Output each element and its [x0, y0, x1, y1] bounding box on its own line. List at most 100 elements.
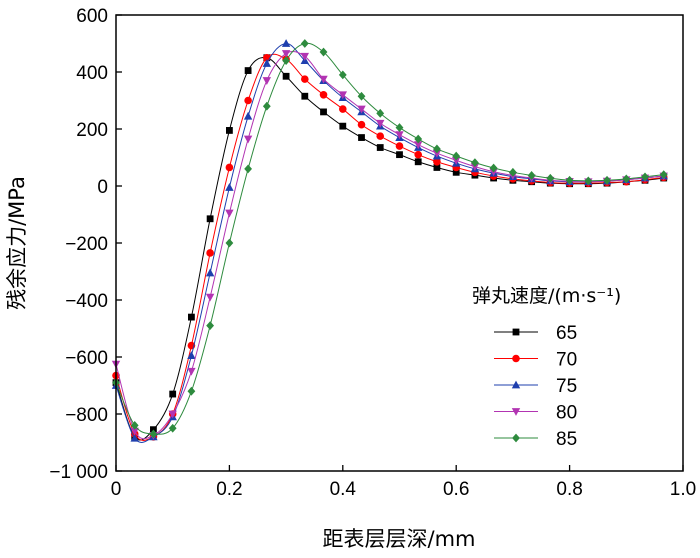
data-point — [301, 92, 309, 100]
data-point — [452, 156, 461, 165]
data-point — [622, 174, 631, 184]
data-point — [452, 151, 461, 161]
data-point — [414, 158, 422, 166]
data-point — [281, 50, 291, 58]
series-line — [115, 53, 664, 441]
data-point — [395, 131, 404, 140]
legend-label: 70 — [556, 350, 577, 371]
data-point — [433, 164, 441, 171]
y-tick-label: 0 — [97, 177, 108, 198]
legend-marker — [512, 328, 520, 336]
data-point — [187, 351, 196, 359]
data-point — [244, 164, 253, 174]
plot-frame — [115, 14, 684, 472]
data-point — [319, 75, 328, 84]
legend-marker — [512, 354, 520, 363]
data-point — [489, 163, 498, 173]
data-point — [281, 39, 291, 47]
x-tick-label: 0.6 — [443, 479, 469, 500]
series-line — [115, 42, 664, 443]
legend: 弹丸速度/(m·s⁻¹) 65 70 75 80 85 — [472, 285, 621, 450]
data-point — [300, 52, 310, 61]
data-point — [301, 75, 309, 83]
data-point — [243, 135, 253, 144]
series-70 — [112, 53, 668, 441]
data-point — [226, 127, 233, 134]
data-point — [376, 132, 385, 140]
data-point — [169, 390, 177, 398]
data-point — [168, 423, 177, 433]
legend-label: 75 — [556, 376, 577, 397]
data-point — [452, 168, 460, 176]
data-point — [338, 91, 347, 100]
x-tick-label: 0.2 — [216, 479, 242, 500]
series-65 — [112, 54, 668, 441]
legend-marker — [511, 408, 521, 416]
legend-label: 85 — [556, 429, 577, 450]
data-point — [414, 134, 423, 144]
legend-entry-70: 70 — [494, 350, 577, 371]
y-tick-label: −800 — [65, 405, 108, 426]
data-point — [282, 72, 290, 80]
data-point — [225, 209, 234, 218]
y-axis-title: 残余应力/MPa — [5, 176, 29, 310]
legend-label: 65 — [556, 323, 577, 344]
data-point — [225, 183, 234, 191]
data-point — [338, 70, 347, 80]
data-point — [357, 91, 366, 101]
data-point — [243, 111, 253, 120]
data-point — [130, 433, 139, 442]
data-point — [433, 157, 441, 166]
data-point — [471, 158, 479, 168]
y-tick-label: 600 — [76, 6, 108, 27]
data-point — [225, 238, 234, 248]
y-tick-label: 400 — [76, 63, 108, 84]
legend-marker — [512, 433, 520, 443]
data-point — [603, 175, 611, 185]
data-point — [205, 268, 215, 277]
legend-entry-65: 65 — [494, 323, 577, 344]
legend-label: 80 — [556, 403, 577, 424]
data-point — [357, 120, 366, 129]
data-point — [546, 173, 555, 183]
data-point — [396, 151, 403, 159]
data-point — [659, 170, 668, 179]
data-point — [319, 91, 328, 99]
data-point — [244, 96, 252, 105]
data-point — [244, 67, 252, 74]
data-point — [433, 144, 441, 154]
data-point — [187, 386, 196, 396]
y-tick-label: −600 — [65, 348, 108, 369]
data-point — [414, 150, 423, 159]
y-axis-ticks: 600 400 200 0 −200 −400 −600 −800 −1 000 — [49, 6, 122, 483]
y-tick-label: 200 — [76, 120, 108, 141]
series-line — [115, 42, 664, 435]
data-point — [188, 313, 195, 321]
data-point — [205, 293, 215, 302]
data-point — [149, 429, 158, 439]
data-point — [130, 427, 139, 436]
series-75 — [111, 39, 668, 443]
data-point — [262, 59, 272, 67]
data-point — [395, 142, 404, 150]
data-point — [320, 108, 327, 116]
series-line — [115, 50, 664, 440]
data-point — [187, 367, 196, 376]
data-point — [130, 421, 139, 430]
data-point — [206, 321, 215, 331]
data-point — [206, 215, 214, 223]
data-point — [584, 176, 593, 186]
x-tick-label: 1.0 — [670, 479, 696, 500]
data-point — [282, 56, 290, 65]
data-point — [376, 108, 385, 118]
data-point — [527, 171, 536, 180]
series-85 — [112, 39, 668, 439]
data-point — [641, 172, 649, 182]
data-point — [339, 122, 347, 130]
y-tick-label: −1 000 — [49, 462, 108, 483]
data-point — [357, 105, 366, 114]
legend-entry-75: 75 — [494, 376, 577, 397]
data-point — [376, 119, 385, 128]
series-layer — [111, 39, 668, 443]
